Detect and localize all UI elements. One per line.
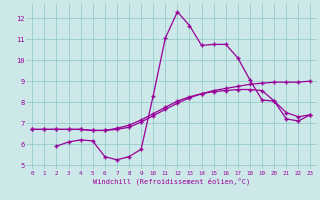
X-axis label: Windchill (Refroidissement éolien,°C): Windchill (Refroidissement éolien,°C) [93,177,250,185]
